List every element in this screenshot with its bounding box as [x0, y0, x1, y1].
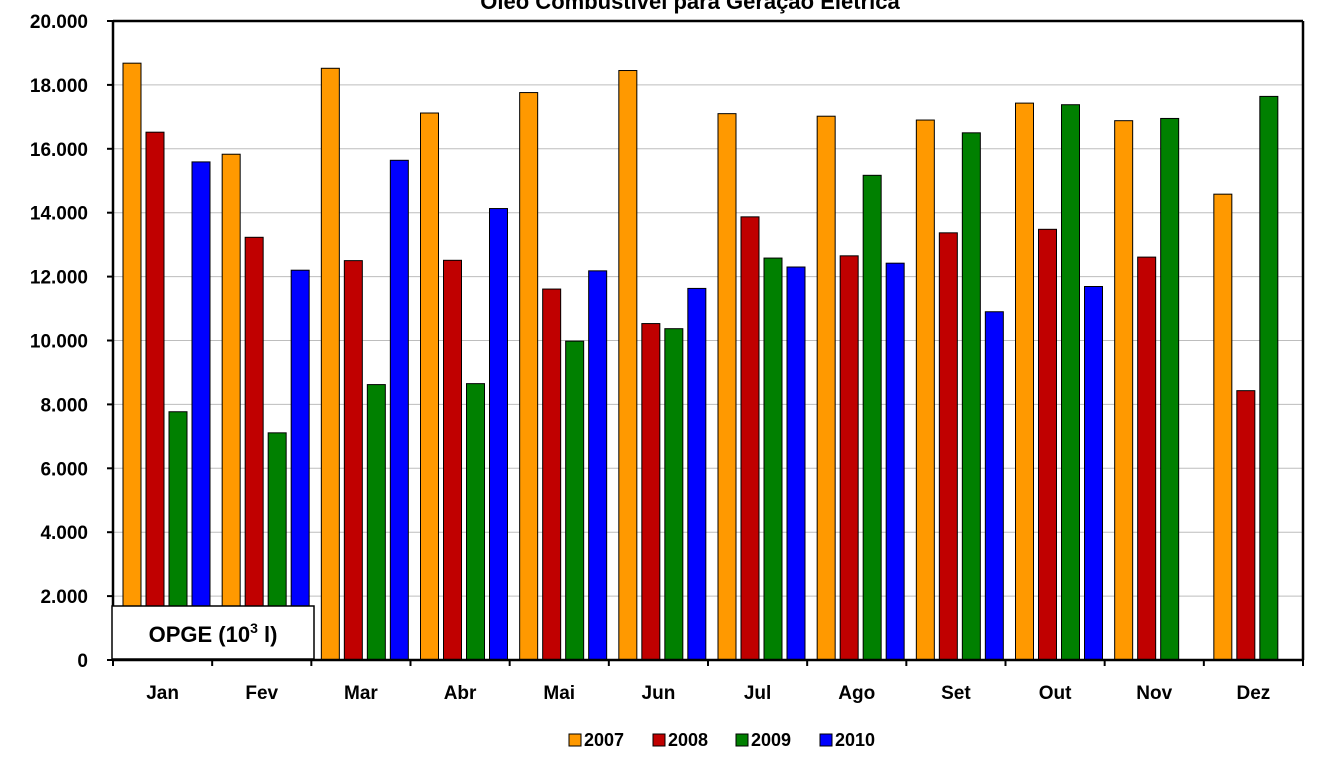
bar-2009-Abr — [466, 383, 485, 661]
y-tick-label: 2.000 — [40, 587, 88, 608]
x-tick-label: Jul — [744, 683, 771, 704]
bar-2008-Nov — [1137, 256, 1157, 661]
axes: 0 2.000 4.000 6.000 8.000 10.000 12.000 14.000 1… — [30, 12, 1305, 704]
y-tick-label: 14.000 — [30, 204, 88, 225]
x-tick-label: Mar — [344, 683, 378, 704]
bar-2009-Jul — [763, 257, 783, 661]
bar-2007-Jun — [618, 70, 638, 661]
bar-2007-Abr — [420, 112, 439, 661]
bar-2007-Out — [1015, 102, 1034, 661]
legend-swatch-2009 — [735, 733, 749, 747]
bar-2008-Jul — [740, 216, 760, 661]
bar-2010-Jul — [786, 266, 806, 661]
bar-2009-Set — [961, 132, 981, 661]
bar-2010-Ago — [885, 262, 905, 661]
bar-2007-Dez — [1213, 193, 1233, 661]
bar-2008-Ago — [839, 255, 859, 661]
y-tick-label: 18.000 — [30, 76, 88, 97]
y-tick-label: 16.000 — [30, 140, 88, 161]
legend-label-2010: 2010 — [835, 730, 875, 750]
gridlines — [113, 84, 1303, 597]
bar-2008-Fev — [244, 236, 264, 661]
legend-swatch-2007 — [568, 733, 582, 747]
x-tick-label: Mai — [543, 683, 575, 704]
chart-title: Óleo Combustível para Geração Elétrica — [480, 0, 900, 14]
bar-2008-Dez — [1236, 390, 1256, 661]
bars — [122, 62, 1279, 661]
y-tick-label: 6.000 — [40, 459, 88, 480]
bar-2007-Jan — [122, 62, 142, 661]
x-tick-label: Out — [1039, 683, 1072, 704]
y-tick-label: 8.000 — [40, 395, 88, 416]
bar-2009-Nov — [1160, 117, 1180, 661]
bar-2007-Mai — [519, 92, 539, 661]
bar-2010-Out — [1084, 286, 1103, 661]
x-tick-label: Dez — [1237, 683, 1271, 704]
bar-2008-Out — [1038, 228, 1057, 661]
y-tick-label: 10.000 — [30, 332, 88, 353]
legend-label-2009: 2009 — [751, 730, 791, 750]
bar-2010-Jun — [687, 287, 707, 661]
bar-2007-Ago — [816, 115, 836, 661]
y-tick-label: 4.000 — [40, 523, 88, 544]
bar-2008-Mar — [343, 260, 363, 661]
bar-2009-Mai — [565, 340, 585, 661]
unit-label: OPGE (103 l) — [149, 620, 278, 647]
x-tick-label: Jun — [642, 683, 676, 704]
bar-2007-Set — [915, 119, 935, 661]
bar-2010-Mar — [389, 159, 409, 661]
bar-2010-Abr — [489, 208, 508, 661]
x-tick-label: Nov — [1136, 683, 1172, 704]
bar-2008-Mai — [542, 288, 562, 661]
legend-swatch-2008 — [652, 733, 666, 747]
bar-2008-Abr — [443, 259, 462, 661]
x-tick-label: Set — [941, 683, 971, 704]
bar-2009-Out — [1061, 104, 1080, 661]
legend-label-2008: 2008 — [668, 730, 708, 750]
x-tick-label: Abr — [444, 683, 477, 704]
legend-label-2007: 2007 — [584, 730, 624, 750]
bar-2010-Mai — [588, 270, 608, 661]
y-tick-label: 0 — [77, 651, 88, 672]
bar-2009-Jun — [664, 328, 684, 661]
x-tick-label: Fev — [245, 683, 278, 704]
legend: 2007 2008 2009 2010 — [568, 730, 875, 750]
bar-2009-Dez — [1259, 95, 1279, 661]
y-tick-label: 12.000 — [30, 268, 88, 289]
bar-2007-Nov — [1114, 120, 1134, 661]
unit-label-box: OPGE (103 l) — [111, 605, 315, 660]
bar-2007-Fev — [221, 153, 241, 661]
legend-swatch-2010 — [819, 733, 833, 747]
bar-2007-Jul — [717, 113, 737, 661]
bar-2008-Jan — [145, 131, 165, 661]
y-tick-label: 20.000 — [30, 12, 88, 33]
bar-2008-Set — [938, 232, 958, 661]
bar-2007-Mar — [320, 67, 340, 661]
x-tick-label: Jan — [146, 683, 179, 704]
bar-2009-Mar — [366, 384, 386, 661]
bar-2010-Set — [984, 311, 1004, 661]
bar-2010-Fev — [290, 269, 310, 661]
bar-2010-Jan — [191, 161, 211, 661]
bar-2009-Ago — [862, 174, 882, 661]
bar-2008-Jun — [641, 323, 661, 661]
x-tick-label: Ago — [838, 683, 875, 704]
